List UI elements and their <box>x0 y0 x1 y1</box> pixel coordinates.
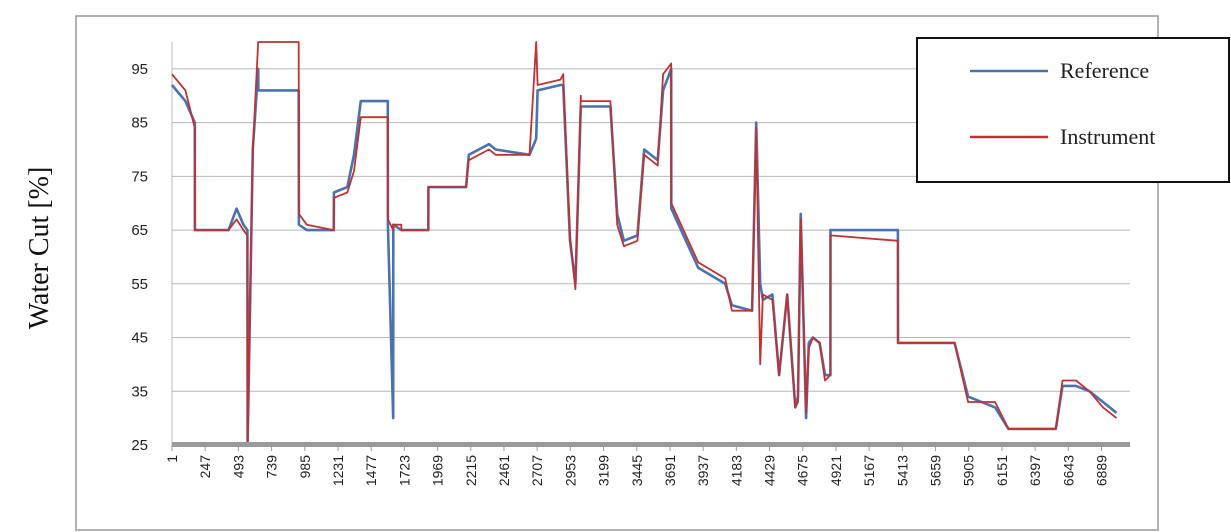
x-tick-labels: 1 247 493 739 985 1231 1477 1723 1969 2215 2461 270… <box>164 455 1110 486</box>
y-tick-labels: 95 85 75 65 55 45 35 25 <box>131 61 148 454</box>
y-tick-label: 55 <box>131 276 148 293</box>
x-tick-label: 6397 <box>1027 455 1043 486</box>
legend-box <box>916 37 1230 183</box>
x-tick-label: 3937 <box>695 455 711 486</box>
x-tick-label: 3691 <box>662 455 678 486</box>
y-axis-label: Water Cut [%] <box>24 167 55 330</box>
x-tick-label: 6643 <box>1060 455 1076 486</box>
y-tick-label: 75 <box>131 168 148 185</box>
x-tick-label: 5167 <box>861 455 877 486</box>
x-tick-label: 4675 <box>795 455 811 486</box>
x-tick-label: 1477 <box>363 455 379 486</box>
x-tick-label: 5413 <box>894 455 910 486</box>
x-tick-label: 2215 <box>463 455 479 486</box>
y-tick-label: 25 <box>131 437 148 454</box>
x-tick-label: 4183 <box>728 455 744 486</box>
x-tick-label: 2953 <box>562 455 578 486</box>
x-tick-label: 5659 <box>928 455 944 486</box>
x-tick-label: 4429 <box>762 455 778 486</box>
legend-label-instrument: Instrument <box>1060 124 1155 149</box>
x-tick-label: 6151 <box>994 455 1010 486</box>
legend: Reference Instrument <box>916 37 1230 183</box>
x-tick-label: 5905 <box>961 455 977 486</box>
x-tick-label: 3199 <box>596 455 612 486</box>
x-tick-label: 985 <box>297 455 313 479</box>
y-tick-label: 95 <box>131 61 148 78</box>
x-tick-label: 4921 <box>828 455 844 486</box>
y-tick-label: 35 <box>131 383 148 400</box>
x-tick-label: 247 <box>197 455 213 479</box>
legend-label-reference: Reference <box>1060 58 1149 83</box>
x-tick-label: 1723 <box>396 455 412 486</box>
x-tick-label: 493 <box>230 455 246 479</box>
y-tick-label: 45 <box>131 330 148 347</box>
y-tick-label: 85 <box>131 115 148 132</box>
x-tick-label: 739 <box>264 455 280 479</box>
x-axis-line <box>172 442 1130 447</box>
x-tick-label: 2461 <box>496 455 512 486</box>
x-tick-label: 1231 <box>330 455 346 486</box>
series-lines <box>171 41 1118 447</box>
y-tick-label: 65 <box>131 222 148 239</box>
x-tick-label: 6889 <box>1094 455 1110 486</box>
x-tick-label: 1969 <box>430 455 446 486</box>
x-tick-label: 3445 <box>629 455 645 486</box>
x-tick-label: 1 <box>164 455 180 463</box>
series-line-instrument <box>171 41 1118 446</box>
x-tick-label: 2707 <box>529 455 545 486</box>
